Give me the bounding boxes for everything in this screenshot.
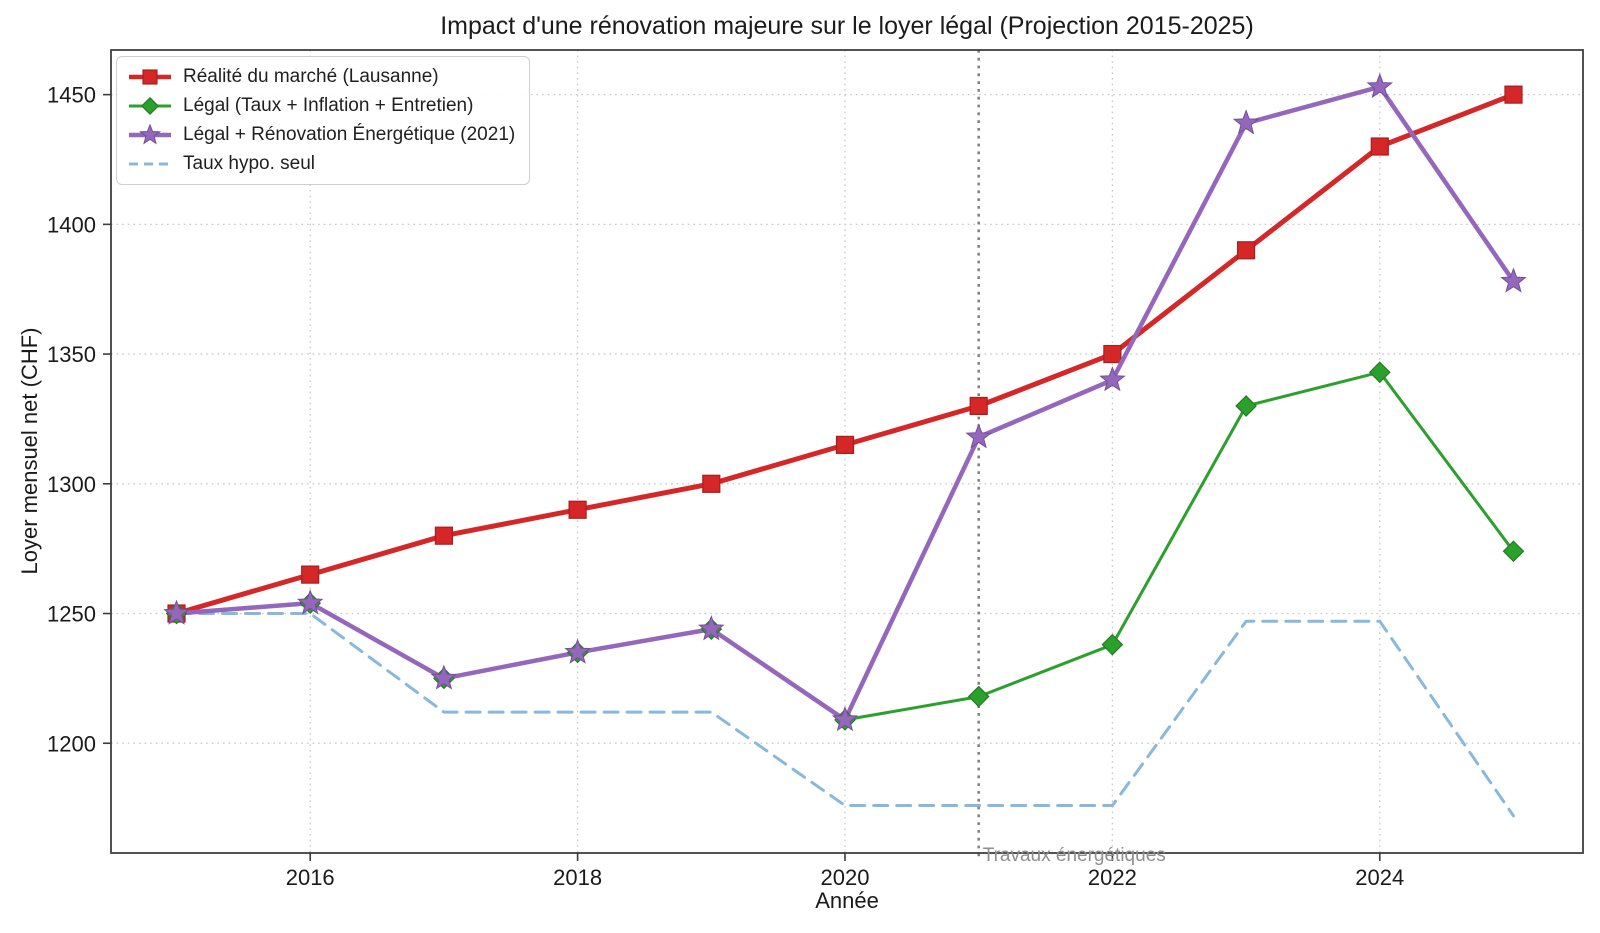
x-tick-label: 2020	[821, 865, 870, 890]
diamond-marker	[967, 685, 990, 708]
legend-label: Légal + Rénovation Énergétique (2021)	[183, 124, 516, 145]
square-marker	[301, 565, 320, 584]
star-marker	[1099, 366, 1126, 392]
series-line	[175, 370, 1515, 722]
legend-item-renovation: Légal + Rénovation Énergétique (2021)	[127, 124, 515, 146]
chart-title: Impact d'une rénovation majeure sur le l…	[440, 12, 1254, 40]
star-marker	[698, 615, 725, 641]
legend-label: Légal (Taux + Inflation + Entretien)	[183, 95, 474, 116]
legend-label: Taux hypo. seul	[183, 153, 316, 174]
legend-sample-line-icon	[129, 162, 171, 166]
x-tick-label: 2024	[1355, 865, 1404, 890]
legend-sample-line-icon	[129, 124, 171, 145]
plot-border	[110, 49, 1584, 854]
square-marker	[835, 435, 855, 454]
square-marker	[142, 69, 158, 85]
square-marker	[969, 396, 988, 416]
legend-label: Réalité du marché (Lausanne)	[183, 66, 439, 87]
star-marker	[163, 599, 190, 625]
diamond-marker	[1101, 633, 1124, 656]
legend-item-marche: Réalité du marché (Lausanne)	[127, 66, 515, 88]
legend-item-taux: Taux hypo. seul	[127, 153, 515, 175]
star-marker	[1366, 72, 1394, 99]
y-tick-label: 1400	[47, 212, 96, 237]
diamond-marker	[1368, 361, 1391, 384]
star-marker	[831, 705, 859, 732]
annotation-travaux-label: Travaux énergétiques	[983, 845, 1166, 866]
legend-sample-line-icon	[129, 96, 171, 116]
star-marker	[296, 589, 324, 615]
star-marker	[1500, 267, 1527, 293]
x-axis-label: Année	[815, 888, 879, 913]
y-tick-label: 1450	[47, 83, 96, 108]
square-marker	[1236, 241, 1256, 260]
square-marker	[434, 526, 454, 545]
star-marker	[430, 664, 458, 690]
y-tick-label: 1250	[47, 602, 96, 627]
x-tick-label: 2018	[553, 865, 602, 890]
y-tick-label: 1200	[47, 731, 96, 756]
legend: Réalité du marché (Lausanne) Légal (Taux…	[116, 56, 531, 185]
square-marker	[702, 474, 721, 493]
square-marker	[1103, 344, 1122, 364]
star-marker	[1232, 109, 1260, 135]
y-tick-label: 1300	[47, 472, 96, 497]
diamond-marker	[140, 96, 160, 116]
square-marker	[1504, 85, 1523, 104]
star-marker	[564, 638, 591, 664]
diamond-marker	[1235, 395, 1257, 417]
star-marker	[138, 124, 162, 145]
x-tick-label: 2022	[1088, 865, 1137, 890]
diamond-marker	[1502, 540, 1525, 563]
star-marker	[965, 423, 992, 449]
square-marker	[1370, 137, 1389, 156]
y-tick-label: 1350	[47, 342, 96, 367]
square-marker	[568, 500, 587, 519]
series-line	[175, 612, 1515, 818]
legend-item-legal: Légal (Taux + Inflation + Entretien)	[127, 95, 515, 117]
y-axis-label: Loyer mensuel net (CHF)	[17, 327, 42, 575]
legend-sample-line-icon	[129, 69, 171, 85]
x-tick-label: 2016	[286, 865, 335, 890]
